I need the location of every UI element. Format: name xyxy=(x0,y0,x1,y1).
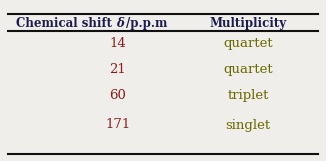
Text: Multiplicity: Multiplicity xyxy=(209,16,287,29)
Text: /p.p.m: /p.p.m xyxy=(126,16,167,29)
Text: δ: δ xyxy=(116,16,124,29)
Text: quartet: quartet xyxy=(223,37,273,49)
Text: 21: 21 xyxy=(110,62,126,76)
Text: 14: 14 xyxy=(110,37,126,49)
Text: triplet: triplet xyxy=(227,89,269,101)
Text: quartet: quartet xyxy=(223,62,273,76)
Text: 60: 60 xyxy=(110,89,126,101)
Text: Chemical shift: Chemical shift xyxy=(16,16,116,29)
Text: 171: 171 xyxy=(105,118,131,132)
Text: singlet: singlet xyxy=(226,118,271,132)
